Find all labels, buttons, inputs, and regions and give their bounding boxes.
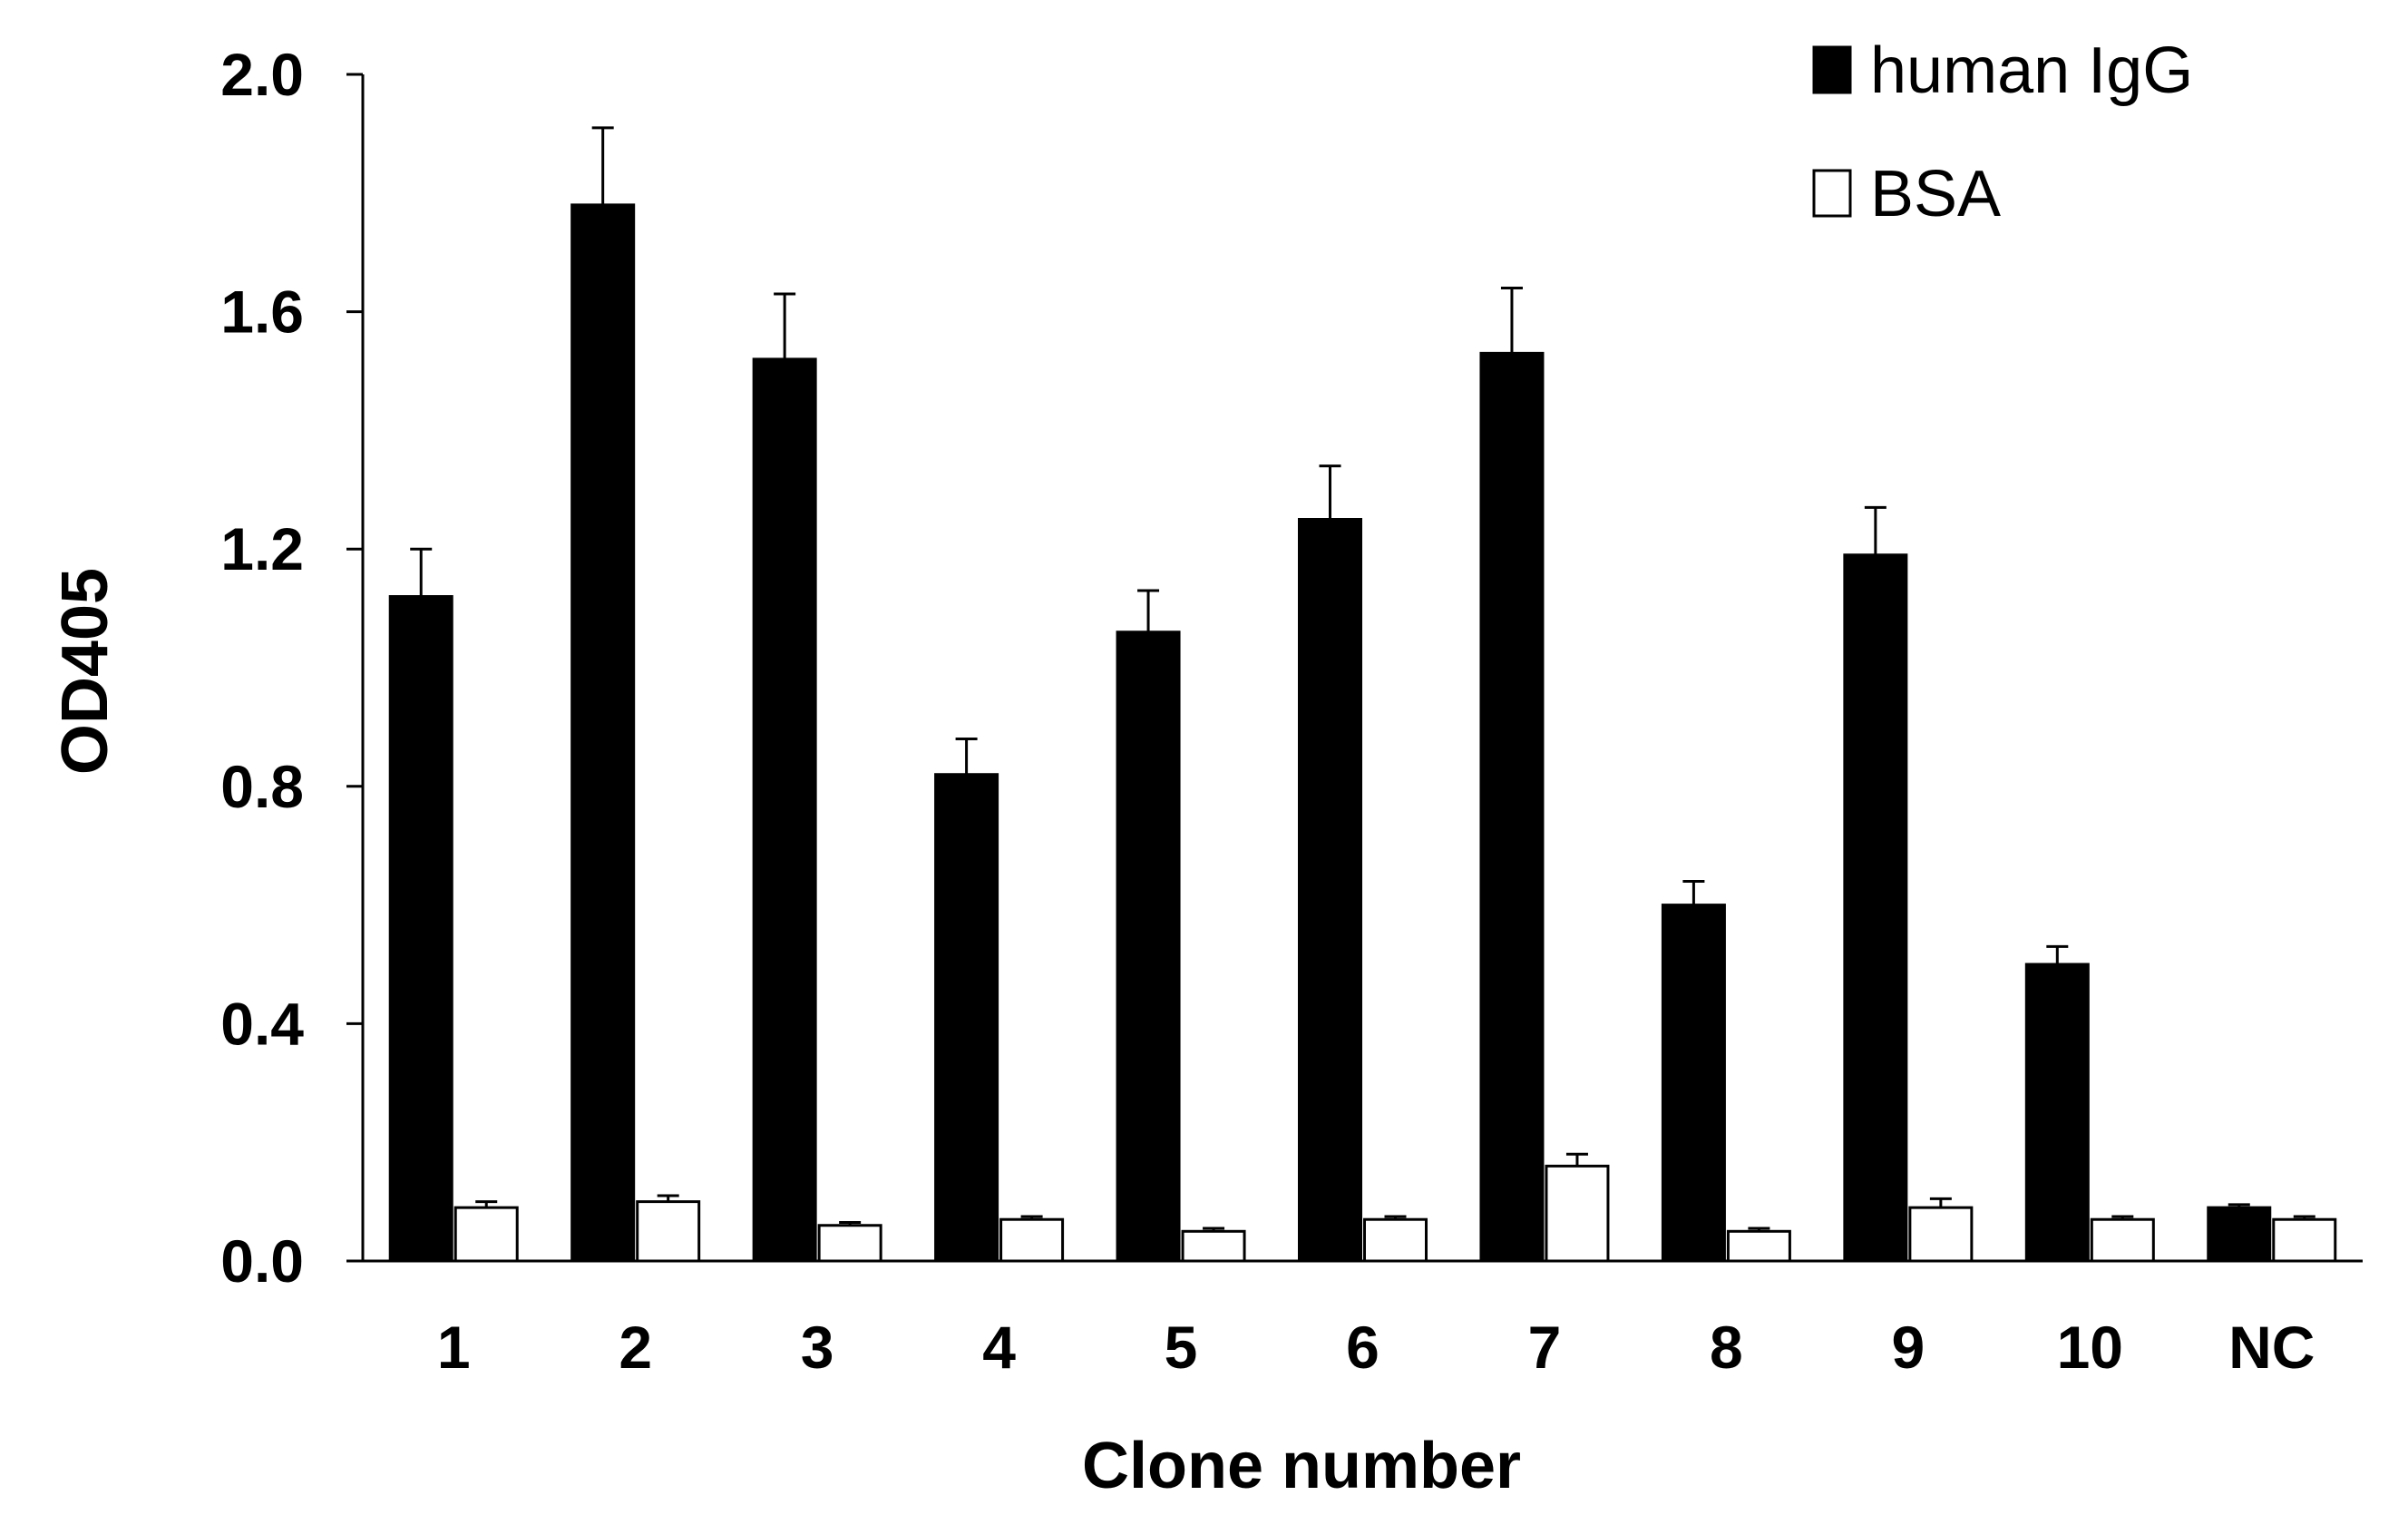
y-tick-label: 0.4: [220, 990, 304, 1057]
y-tick-labels: 0.0 0.4 0.8 1.2 1.6 2.0: [220, 41, 304, 1295]
bar-human-igg: [1298, 518, 1362, 1263]
x-tick-label: 5: [1165, 1314, 1198, 1381]
legend: human IgG BSA: [1812, 34, 2193, 230]
bar-bsa: [2272, 1217, 2337, 1263]
bar-human-igg: [1843, 553, 1908, 1263]
legend-label-human-igg: human IgG: [1870, 34, 2193, 107]
bar-bsa: [1363, 1217, 1428, 1263]
bar-human-igg: [2024, 963, 2090, 1263]
bar-human-igg: [570, 203, 636, 1263]
bar-bsa: [1908, 1206, 1974, 1263]
y-tick-label: 0.8: [220, 753, 304, 820]
x-tick-label: 1: [437, 1314, 471, 1381]
bars: [388, 126, 2337, 1263]
bar-human-igg: [1479, 351, 1545, 1263]
bar-human-igg: [1116, 630, 1181, 1263]
x-tick-label: 4: [982, 1314, 1016, 1381]
bar-bsa: [1545, 1164, 1610, 1263]
x-tick-labels: 1 2 3 4 5 6 7 8 9 10 NC: [437, 1314, 2315, 1381]
x-axis-title: Clone number: [1082, 1430, 1521, 1502]
y-tick-label: 1.6: [220, 279, 304, 346]
x-tick-label: 10: [2057, 1314, 2123, 1381]
bar-bsa: [453, 1206, 519, 1263]
bar-bsa: [817, 1224, 882, 1263]
y-axis-title: OD405: [49, 568, 122, 775]
bar-human-igg: [1661, 904, 1726, 1263]
bar-human-igg: [388, 595, 453, 1263]
bar-bsa: [1726, 1229, 1791, 1263]
legend-swatch-bsa: [1812, 169, 1852, 218]
x-tick-label: NC: [2228, 1314, 2315, 1381]
bar-human-igg: [752, 357, 817, 1263]
bar-bsa: [636, 1200, 701, 1263]
y-tick-label: 1.2: [220, 515, 304, 582]
y-tick-label: 0.0: [220, 1227, 304, 1295]
bar-human-igg: [2207, 1206, 2272, 1263]
bar-bsa: [1181, 1229, 1246, 1263]
x-tick-label: 8: [1710, 1314, 1743, 1381]
legend-label-bsa: BSA: [1870, 158, 2001, 230]
y-tick-label: 2.0: [220, 41, 304, 108]
x-tick-label: 3: [801, 1314, 834, 1381]
x-tick-label: 7: [1528, 1314, 1562, 1381]
x-tick-label: 9: [1892, 1314, 1925, 1381]
bar-human-igg: [934, 773, 999, 1263]
x-tick-label: 6: [1346, 1314, 1379, 1381]
legend-swatch-human-igg: [1812, 45, 1852, 94]
bar-bsa: [2090, 1217, 2155, 1263]
bar-bsa: [999, 1217, 1065, 1263]
x-tick-label: 2: [619, 1314, 652, 1381]
